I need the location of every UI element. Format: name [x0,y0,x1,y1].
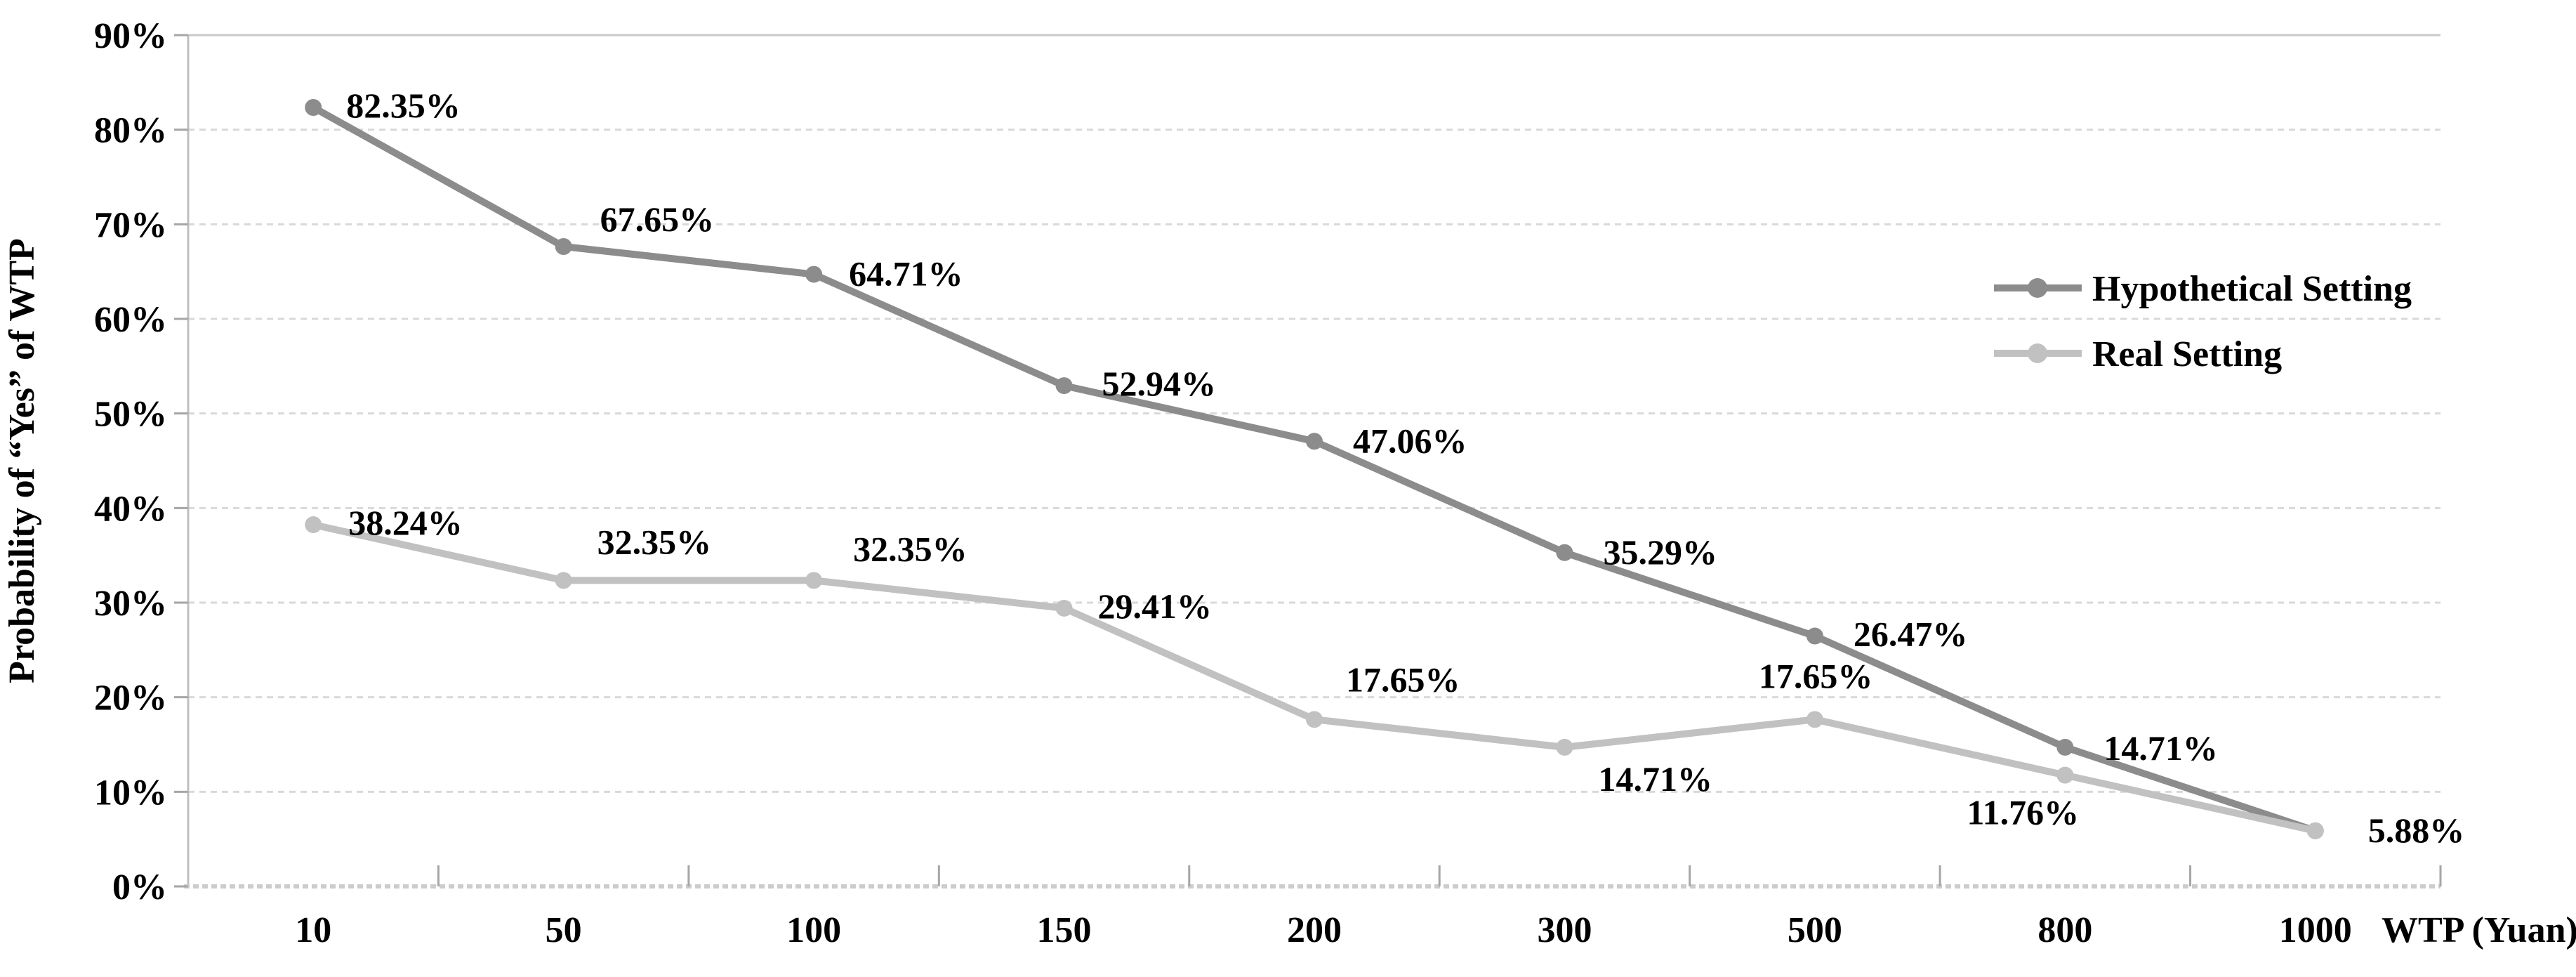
x-axis-tick-label: 500 [1788,910,1842,950]
series-hypothetical-marker [305,99,322,117]
series-real-marker [555,572,572,589]
y-axis-tick-label: 70% [94,205,167,245]
data-label: 67.65% [600,199,715,239]
data-label: 35.29% [1603,532,1717,572]
series-real-marker [1556,738,1573,756]
data-label: 14.71% [2103,728,2218,768]
series-real-line [310,521,2319,834]
y-axis-tick-label: 0% [112,867,167,907]
x-axis-labels: 10 50 100 150 200 300 500 800 1000 [295,910,2352,950]
axis-ticks [174,34,2442,888]
legend: Hypothetical Setting Real Setting [1994,269,2412,374]
x-axis-tick-label: 1000 [2279,910,2352,950]
series-real [305,516,2324,839]
legend-marker [2028,343,2047,363]
y-axis-tick-label: 30% [94,584,167,624]
data-label: 32.35% [597,522,712,561]
data-label: 38.24% [348,503,463,542]
legend-item-real: Real Setting [1994,334,2282,374]
y-axis-tick-label: 50% [94,395,167,435]
series-real-marker [2306,822,2324,839]
series-hypothetical-marker [1055,377,1073,395]
data-label: 14.71% [1598,759,1712,799]
data-label: 17.65% [1346,660,1460,699]
data-label: 26.47% [1854,615,1968,654]
series-hypothetical-marker [1306,433,1323,450]
y-axis-tick-label: 60% [94,300,167,340]
x-axis-tick-label: 150 [1037,910,1092,950]
series-real-marker [1306,711,1323,728]
data-label: 52.94% [1102,364,1217,403]
data-label: 64.71% [849,254,963,294]
series-real-marker [1806,711,1823,728]
y-axis-tick-label: 20% [94,678,167,719]
y-axis-tick-label: 90% [94,16,167,56]
data-label: 29.41% [1098,586,1213,626]
x-axis-tick-label: 300 [1537,910,1592,950]
y-axis-labels: 0% 10% 20% 30% 40% 50% 60% 70% 80% 90% [94,16,167,907]
series-hypothetical-marker [805,265,823,283]
series-hypothetical-marker [1806,627,1823,645]
data-label: 17.65% [1759,656,1873,695]
series-hypothetical-marker [555,237,572,255]
series-hypothetical-marker [2056,738,2074,756]
x-axis-tick-label: 100 [786,910,841,950]
y-axis-tick-label: 80% [94,111,167,151]
series-real-marker [2056,766,2074,784]
legend-item-hypothetical: Hypothetical Setting [1994,269,2412,309]
legend-label: Hypothetical Setting [2092,269,2412,309]
x-axis-tick-label: 800 [2037,910,2092,950]
data-label: 5.88% [2368,811,2465,850]
x-axis-tick-label: 50 [546,910,582,950]
y-axis-tick-label: 10% [94,773,167,813]
series-real-marker [1055,599,1073,617]
data-labels-real: 38.24% 32.35% 32.35% 29.41% 17.65% 14.71% 17.6… [348,503,2079,832]
data-label: 47.06% [1353,421,1467,460]
series-hypothetical-marker [1556,544,1573,561]
legend-label: Real Setting [2092,334,2282,374]
x-axis-tick-label: 200 [1287,910,1342,950]
legend-marker [2028,278,2047,298]
data-label: 82.35% [346,86,461,125]
y-axis-title: Probability of “Yes” of WTP [2,238,42,683]
axes [184,35,2440,889]
x-axis-tick-label: 10 [295,910,331,950]
data-labels-hypothetical: 82.35% 67.65% 64.71% 52.94% 47.06% 35.29% 26.4… [346,86,2464,850]
series-real-marker [305,516,322,534]
y-axis-tick-label: 40% [94,489,167,529]
x-axis-title: WTP (Yuan) [2382,910,2576,950]
series-real-marker [805,572,823,589]
gridlines [188,34,2440,793]
data-label: 11.76% [1967,793,2079,832]
data-label: 32.35% [853,529,967,568]
